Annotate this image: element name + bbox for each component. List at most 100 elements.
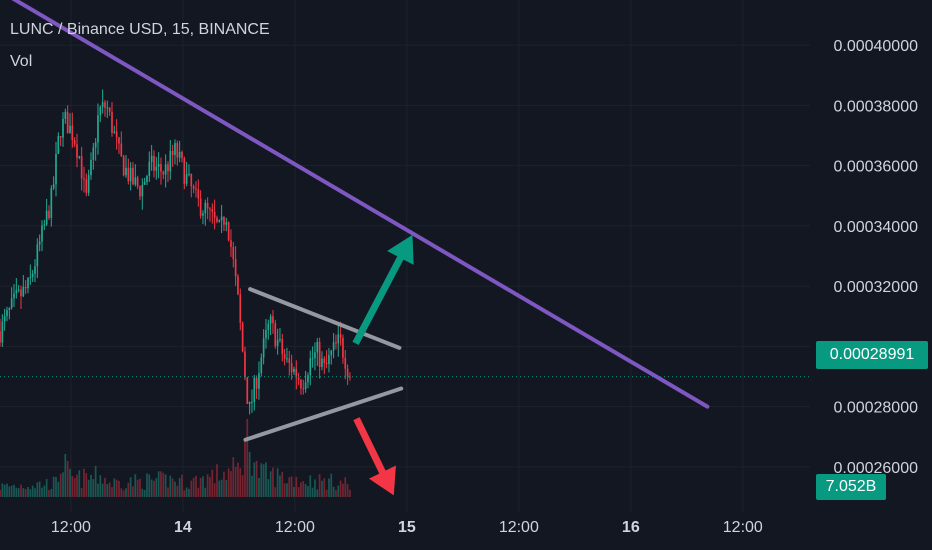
candle-body	[321, 358, 323, 367]
candle-body	[344, 357, 347, 369]
y-axis-tick-label: 0.00028000	[833, 400, 918, 417]
volume-bar	[181, 474, 183, 497]
volume-bar	[115, 479, 118, 497]
volume-bar	[162, 472, 165, 497]
candle-body	[50, 188, 53, 218]
candle-body	[55, 153, 57, 185]
candle-body	[129, 167, 132, 182]
candle-body	[122, 156, 125, 176]
volume-bar	[160, 471, 162, 497]
volume-bar	[290, 476, 293, 497]
x-axis-tick-label: 12:00	[275, 519, 315, 536]
volume-bar	[87, 479, 90, 497]
candle-body	[335, 342, 337, 344]
candle-body	[230, 240, 232, 248]
volume-bar	[136, 479, 139, 497]
volume-bar	[323, 478, 326, 497]
candle-body	[258, 373, 260, 389]
volume-bar	[90, 474, 92, 497]
candle-body	[3, 316, 6, 322]
volume-bar	[244, 438, 246, 497]
volume-bar	[127, 482, 130, 497]
candle-body	[281, 339, 284, 355]
volume-bar	[169, 475, 172, 497]
volume-bar	[141, 488, 144, 497]
volume-bar	[48, 489, 50, 497]
candle-body	[234, 259, 237, 277]
candle-body	[349, 376, 351, 378]
volume-bar	[344, 477, 347, 497]
volume-bar	[6, 483, 8, 497]
volume-bar	[43, 485, 46, 497]
volume-bar	[132, 486, 134, 497]
volume-bar	[325, 489, 328, 497]
candle-body	[97, 115, 99, 143]
candle-body	[101, 102, 104, 108]
volume-bar	[262, 464, 265, 497]
candle-body	[76, 144, 78, 158]
volume-bar	[260, 463, 263, 497]
volume-bar	[274, 487, 277, 497]
volume-bar	[269, 471, 272, 497]
volume-bar	[99, 475, 102, 497]
volume-bar	[62, 472, 64, 497]
candle-body	[239, 294, 242, 323]
candle-body	[29, 276, 32, 278]
volume-bar	[265, 462, 267, 497]
volume-bar	[309, 475, 312, 497]
volume-bar	[304, 484, 307, 497]
candle-body	[10, 298, 13, 308]
volume-bar	[220, 479, 223, 497]
volume-bar	[64, 453, 67, 497]
candle-body	[248, 402, 251, 405]
volume-bar	[113, 478, 116, 497]
candle-body	[120, 143, 123, 157]
candle-body	[146, 176, 148, 183]
candle-body	[206, 202, 209, 209]
candle-body	[223, 216, 225, 225]
volume-bar	[188, 488, 190, 497]
x-axis-tick-label: 12:00	[723, 519, 763, 536]
volume-bar	[288, 477, 291, 497]
volume-bar	[118, 480, 120, 497]
volume-bar	[52, 476, 55, 497]
volume-bar	[218, 480, 221, 497]
candle-body	[318, 341, 321, 367]
volume-bar	[80, 488, 83, 497]
volume-bar	[31, 485, 34, 497]
candle-body	[330, 350, 333, 355]
candle-body	[13, 293, 15, 299]
volume-bar	[258, 477, 260, 497]
candle-body	[85, 179, 88, 193]
candle-body	[45, 210, 48, 225]
x-axis-tick-label: 12:00	[499, 519, 539, 536]
volume-bar	[97, 483, 99, 497]
candle-body	[246, 377, 249, 405]
volume-bar	[297, 487, 300, 497]
volume-bar	[24, 489, 27, 497]
candle-body	[38, 241, 41, 245]
volume-bar	[3, 484, 6, 497]
candle-body	[204, 202, 207, 214]
breakout-up-arrow	[352, 234, 414, 345]
candle-body	[27, 277, 29, 289]
y-axis-tick-label: 0.00038000	[833, 98, 918, 115]
volume-bar	[223, 471, 225, 497]
volume-bar	[57, 481, 60, 497]
candle-body	[113, 131, 116, 133]
candle-body	[15, 290, 18, 294]
volume-bar	[104, 477, 106, 497]
volume-bar	[276, 468, 279, 497]
candle-body	[227, 222, 230, 241]
volume-bar	[328, 478, 330, 497]
candle-body	[0, 331, 1, 343]
candle-body	[197, 189, 200, 199]
volume-bar	[185, 487, 188, 497]
candle-body	[241, 322, 244, 352]
candle-body	[171, 150, 174, 156]
volume-bar	[321, 480, 323, 497]
candle-body	[269, 316, 272, 324]
volume-bar	[157, 471, 160, 497]
candle-body	[332, 342, 335, 351]
